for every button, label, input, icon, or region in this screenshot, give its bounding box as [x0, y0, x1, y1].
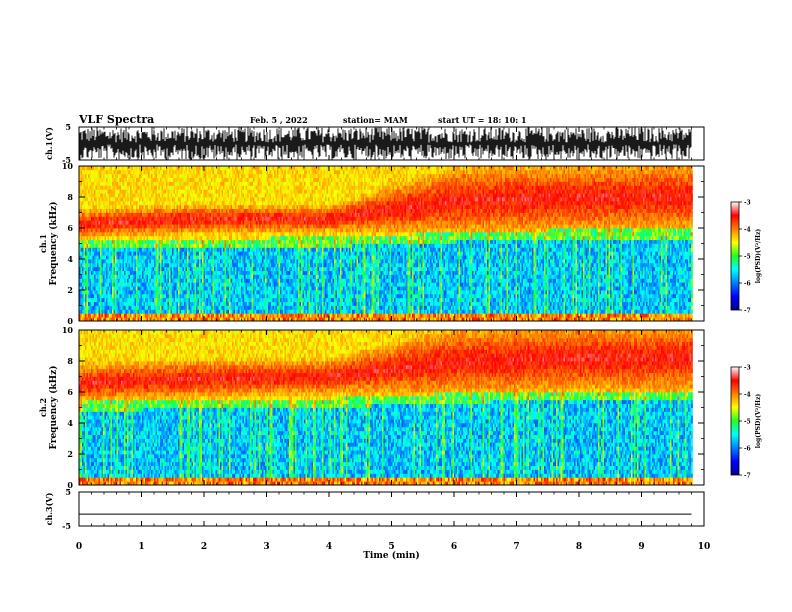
ch1-waveform-ylabel: ch.1(V)	[44, 127, 54, 160]
ch1-spectrogram-image	[79, 166, 693, 321]
ch1-waveform-ytick-label: 5	[65, 122, 71, 132]
ch1-waveform-line	[79, 127, 691, 160]
ch1-waveform-trace	[79, 127, 691, 160]
